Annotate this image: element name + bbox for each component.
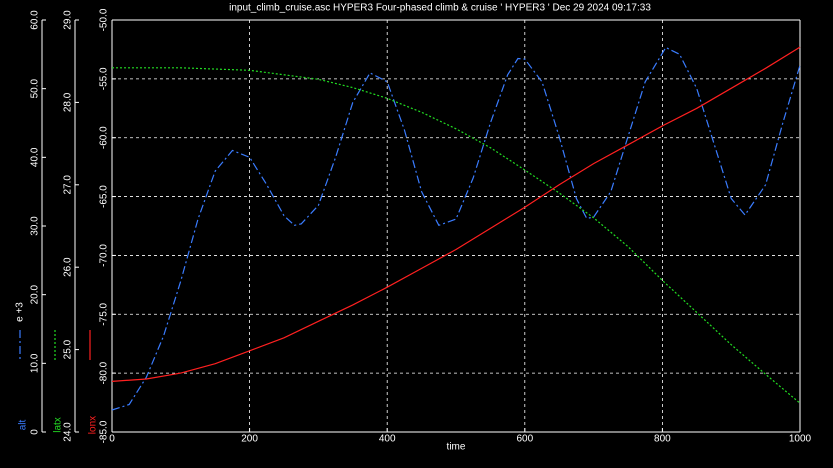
y-tick-label: 60.0 — [30, 10, 41, 30]
y-tick-label: 24.0 — [63, 422, 74, 442]
y-tick-label: 28.0 — [63, 92, 74, 112]
x-tick-label: 400 — [379, 434, 396, 445]
legend-label: latx — [53, 417, 64, 433]
x-axis-label: time — [447, 442, 466, 453]
y-tick-label: -75.0 — [99, 302, 110, 325]
x-tick-label: 0 — [109, 434, 115, 445]
y-tick-label: -85.0 — [99, 420, 110, 443]
y-tick-label: -80.0 — [99, 361, 110, 384]
y-tick-label: 30.0 — [30, 216, 41, 236]
series-line — [111, 46, 801, 382]
y-tick-label: 50.0 — [30, 78, 41, 98]
y-tick-label: -55.0 — [99, 67, 110, 90]
legend-label: lonx — [88, 416, 99, 434]
y-tick-label: 10.0 — [30, 353, 41, 373]
y-tick-label: 25.0 — [63, 339, 74, 359]
y-tick-label: 29.0 — [63, 10, 74, 30]
y-tick-label: 0 — [30, 429, 41, 435]
y-tick-label: -70.0 — [99, 244, 110, 267]
y-tick-label: -50.0 — [99, 8, 110, 31]
y-tick-label: -65.0 — [99, 185, 110, 208]
x-tick-label: 1000 — [789, 434, 812, 445]
y-tick-label: 20.0 — [30, 284, 41, 304]
axis-multiplier: e +3 — [15, 302, 26, 322]
y-tick-label: 40.0 — [30, 147, 41, 167]
y-tick-label: -60.0 — [99, 126, 110, 149]
y-tick-label: 26.0 — [63, 257, 74, 277]
chart-title: input_climb_cruise.asc HYPER3 Four-phase… — [229, 3, 651, 14]
x-tick-label: 800 — [654, 434, 671, 445]
y-tick-label: 27.0 — [63, 175, 74, 195]
x-tick-label: 200 — [241, 434, 258, 445]
legend-label: alt — [18, 419, 29, 430]
series-line — [111, 46, 801, 411]
x-tick-label: 600 — [516, 434, 533, 445]
series-line — [112, 67, 801, 404]
